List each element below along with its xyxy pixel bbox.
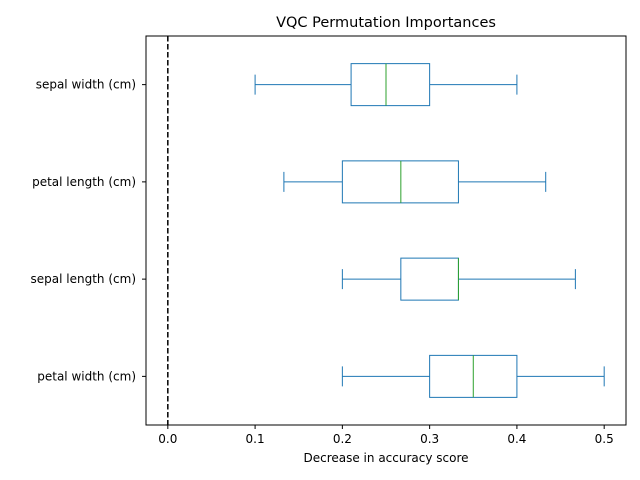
x-axis-title: Decrease in accuracy score: [303, 451, 468, 465]
box-0: [254, 63, 518, 107]
y-tick-label: petal length (cm): [32, 175, 136, 189]
iqr-box: [350, 63, 431, 107]
plot-marks: [167, 36, 605, 425]
y-tick-label: sepal width (cm): [36, 78, 136, 92]
box-3: [341, 354, 605, 398]
x-tick-label: 0.3: [420, 432, 439, 446]
x-tick-label: 0.5: [595, 432, 614, 446]
iqr-box: [400, 257, 459, 301]
y-tick-label: sepal length (cm): [31, 272, 136, 286]
x-tick-label: 0.1: [246, 432, 265, 446]
plot-frame: [145, 35, 627, 426]
x-tick-label: 0.0: [158, 432, 177, 446]
y-tick-label: petal width (cm): [37, 369, 136, 383]
x-tick-label: 0.4: [507, 432, 526, 446]
chart-title: VQC Permutation Importances: [276, 15, 496, 31]
y-axis: sepal width (cm) petal length (cm) sepal l…: [31, 78, 146, 383]
box-1: [283, 160, 547, 204]
x-tick-label: 0.2: [333, 432, 352, 446]
x-axis: 0.0 0.1 0.2 0.3 0.4 0.5: [158, 425, 614, 446]
box-2: [341, 257, 576, 301]
